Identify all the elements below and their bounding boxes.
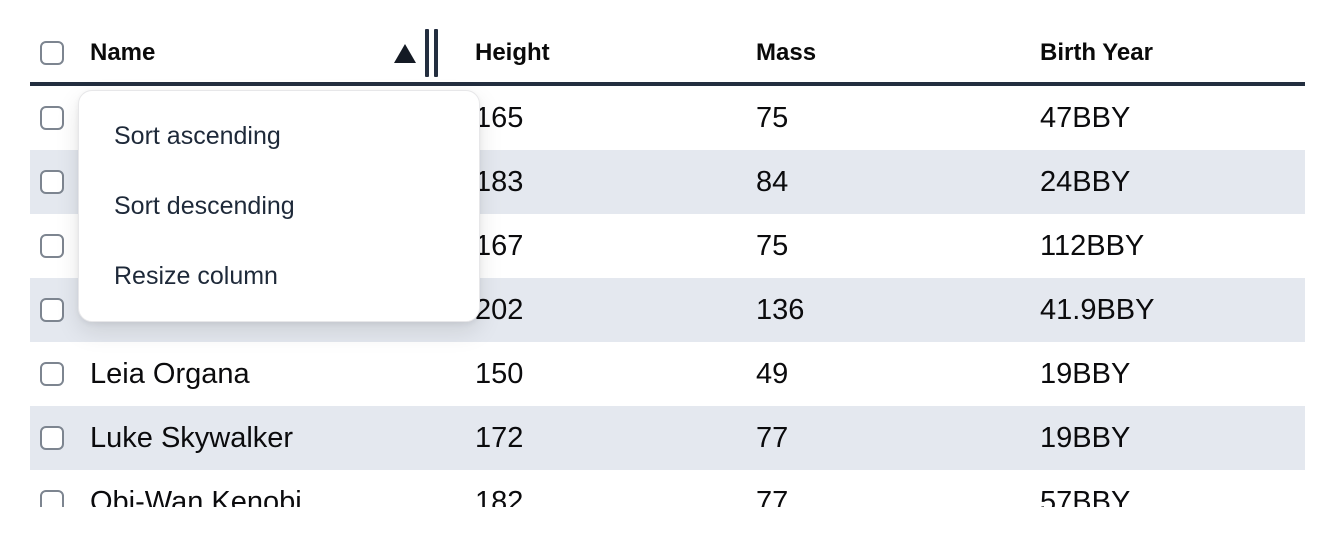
- checkbox-cell: [30, 234, 78, 258]
- row-checkbox[interactable]: [40, 362, 64, 386]
- row-checkbox[interactable]: [40, 298, 64, 322]
- cell-mass: 75: [756, 101, 789, 134]
- row-checkbox[interactable]: [40, 234, 64, 258]
- column-header-name-label: Name: [90, 39, 156, 66]
- cell-mass: 77: [756, 485, 789, 508]
- cell-mass: 136: [756, 293, 805, 326]
- checkbox-cell: [30, 490, 78, 507]
- checkbox-cell: [30, 298, 78, 322]
- cell-birth-year: 112BBY: [1040, 229, 1145, 262]
- sort-ascending-icon: [394, 43, 416, 63]
- cell-height: 172: [475, 421, 524, 454]
- header-checkbox-cell: [30, 41, 78, 65]
- column-context-menu: Sort ascending Sort descending Resize co…: [78, 90, 480, 322]
- checkbox-cell: [30, 426, 78, 450]
- column-header-mass[interactable]: Mass: [756, 39, 817, 66]
- row-checkbox[interactable]: [40, 106, 64, 130]
- cell-height: 183: [475, 165, 524, 198]
- cell-height: 165: [475, 101, 524, 134]
- cell-birth-year: 24BBY: [1040, 165, 1131, 198]
- cell-height: 167: [475, 229, 524, 262]
- cell-name: Leia Organa: [90, 357, 250, 390]
- data-table: Name Height Mass Birth Year 165 75 47BBY…: [30, 0, 1305, 507]
- row-checkbox[interactable]: [40, 170, 64, 194]
- cell-birth-year: 57BBY: [1040, 485, 1131, 508]
- cell-birth-year: 19BBY: [1040, 357, 1131, 390]
- cell-height: 182: [475, 485, 524, 508]
- column-header-height[interactable]: Height: [475, 39, 550, 66]
- column-header-name[interactable]: Name: [78, 24, 460, 82]
- cell-height: 202: [475, 293, 524, 326]
- checkbox-cell: [30, 106, 78, 130]
- row-checkbox[interactable]: [40, 490, 64, 507]
- table-row[interactable]: Luke Skywalker 172 77 19BBY: [30, 406, 1305, 470]
- menu-item-sort-ascending[interactable]: Sort ascending: [114, 121, 281, 150]
- column-header-birth-year[interactable]: Birth Year: [1040, 39, 1153, 66]
- cell-mass: 75: [756, 229, 789, 262]
- resize-bar: [425, 29, 429, 77]
- cell-name: Luke Skywalker: [90, 421, 294, 454]
- table-row[interactable]: Leia Organa 150 49 19BBY: [30, 342, 1305, 406]
- table-row[interactable]: 202 136 41.9BBY: [30, 278, 1305, 342]
- cell-name: Obi-Wan Kenobi: [90, 485, 302, 508]
- table-header-row: Name Height Mass Birth Year: [30, 24, 1305, 86]
- table-row[interactable]: 165 75 47BBY: [30, 86, 1305, 150]
- select-all-checkbox[interactable]: [40, 41, 64, 65]
- checkbox-cell: [30, 170, 78, 194]
- cell-birth-year: 19BBY: [1040, 421, 1131, 454]
- resize-bar: [434, 29, 438, 77]
- cell-birth-year: 47BBY: [1040, 101, 1131, 134]
- table-row[interactable]: 167 75 112BBY: [30, 214, 1305, 278]
- cell-mass: 77: [756, 421, 789, 454]
- menu-item-sort-descending[interactable]: Sort descending: [114, 191, 295, 220]
- table-row[interactable]: Obi-Wan Kenobi 182 77 57BBY: [30, 470, 1305, 507]
- menu-item-resize-column[interactable]: Resize column: [114, 261, 278, 290]
- checkbox-cell: [30, 362, 78, 386]
- cell-height: 150: [475, 357, 524, 390]
- column-resize-handle-icon[interactable]: [425, 29, 438, 77]
- row-checkbox[interactable]: [40, 426, 64, 450]
- cell-birth-year: 41.9BBY: [1040, 293, 1155, 326]
- cell-mass: 49: [756, 357, 789, 390]
- cell-mass: 84: [756, 165, 789, 198]
